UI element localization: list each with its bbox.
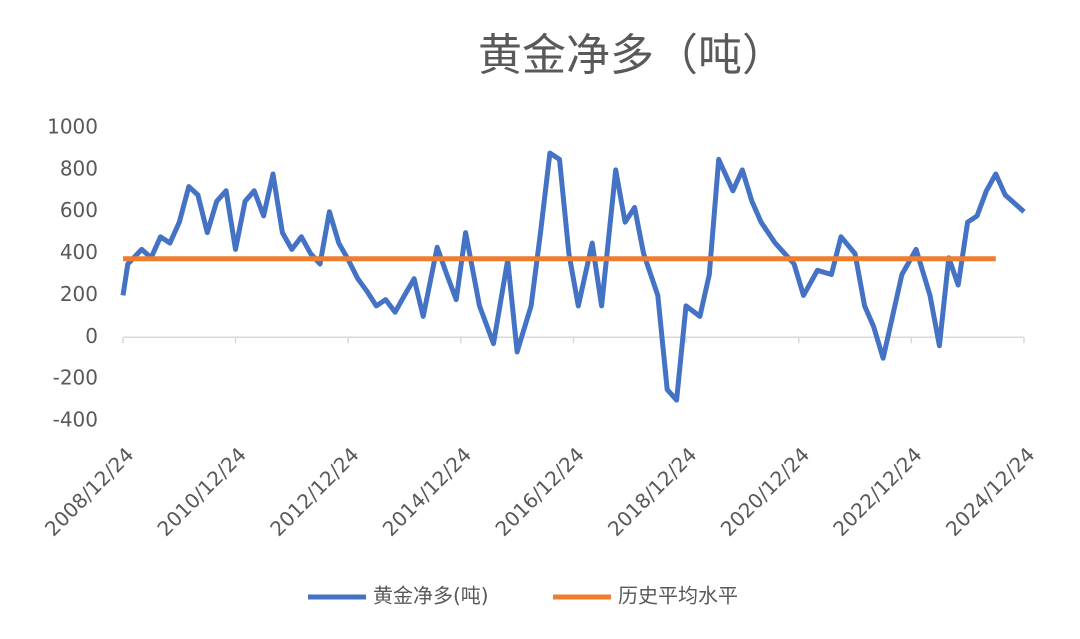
x-tick-label: 2012/12/24	[265, 442, 363, 540]
y-tick-label: 200	[60, 282, 98, 306]
y-tick-label: 800	[60, 156, 98, 180]
x-tick-label: 2020/12/24	[716, 442, 814, 540]
x-tick-label: 2014/12/24	[378, 442, 476, 540]
x-tick-label: 2008/12/24	[40, 442, 138, 540]
y-tick-label: 400	[60, 240, 98, 264]
x-tick-label: 2018/12/24	[603, 442, 701, 540]
y-tick-label: 1000	[47, 115, 98, 139]
legend-label: 历史平均水平	[618, 584, 738, 608]
series-line	[120, 150, 1026, 403]
y-tick-label: 600	[60, 198, 98, 222]
y-tick-label: 0	[85, 324, 98, 348]
y-tick-label: -200	[53, 366, 98, 390]
x-tick-label: 2022/12/24	[828, 442, 926, 540]
x-tick-label: 2010/12/24	[152, 442, 250, 540]
x-tick-label: 2016/12/24	[490, 442, 588, 540]
legend-label: 黄金净多(吨)	[373, 584, 489, 608]
chart-title: 黄金净多（吨）	[478, 30, 786, 81]
y-tick-label: -400	[53, 408, 98, 432]
x-tick-label: 2024/12/24	[941, 442, 1039, 540]
